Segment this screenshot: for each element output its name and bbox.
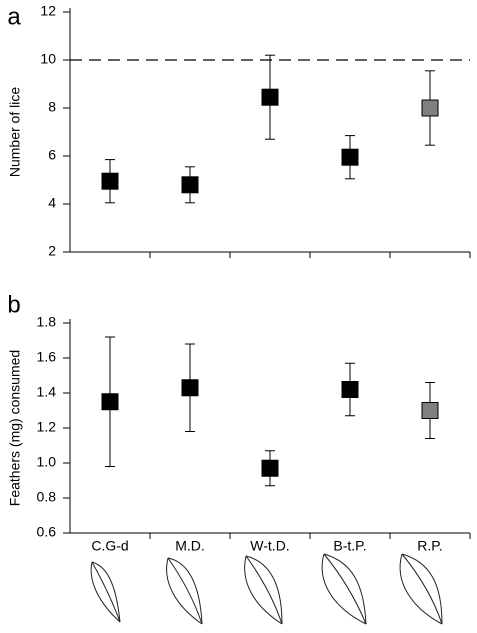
- marker: [341, 148, 359, 166]
- y-tick-label: 6: [48, 147, 56, 163]
- y-tick-label: 1.0: [37, 454, 57, 470]
- marker: [101, 393, 119, 411]
- y-axis-title: Feathers (mg) consumed: [7, 350, 23, 506]
- x-tick-label: C.G-d: [91, 538, 128, 554]
- marker: [261, 88, 279, 106]
- x-tick-label: M.D.: [175, 538, 205, 554]
- y-tick-label: 10: [40, 51, 56, 67]
- feather-illustrations: [90, 553, 443, 625]
- marker: [421, 402, 439, 419]
- x-tick-label: W-t.D.: [250, 538, 289, 554]
- y-tick-label: 4: [48, 195, 56, 211]
- y-tick-label: 1.6: [37, 349, 57, 365]
- y-tick-label: 0.6: [37, 524, 57, 540]
- y-tick-label: 12: [40, 3, 56, 19]
- y-tick-label: 0.8: [37, 489, 57, 505]
- y-tick-label: 1.4: [37, 384, 57, 400]
- y-axis-title: Number of lice: [7, 87, 23, 177]
- y-tick-label: 1.8: [37, 314, 57, 330]
- x-tick-label: R.P.: [417, 538, 442, 554]
- panel-label: a: [7, 3, 21, 30]
- marker: [181, 176, 199, 194]
- marker: [421, 99, 439, 117]
- panel-label: b: [7, 291, 20, 318]
- y-tick-label: 2: [48, 243, 56, 259]
- marker: [261, 459, 279, 477]
- marker: [101, 172, 119, 190]
- marker: [341, 381, 359, 398]
- y-tick-label: 8: [48, 99, 56, 115]
- y-tick-label: 1.2: [37, 419, 57, 435]
- x-tick-label: B-t.P.: [333, 538, 366, 554]
- marker: [181, 379, 199, 397]
